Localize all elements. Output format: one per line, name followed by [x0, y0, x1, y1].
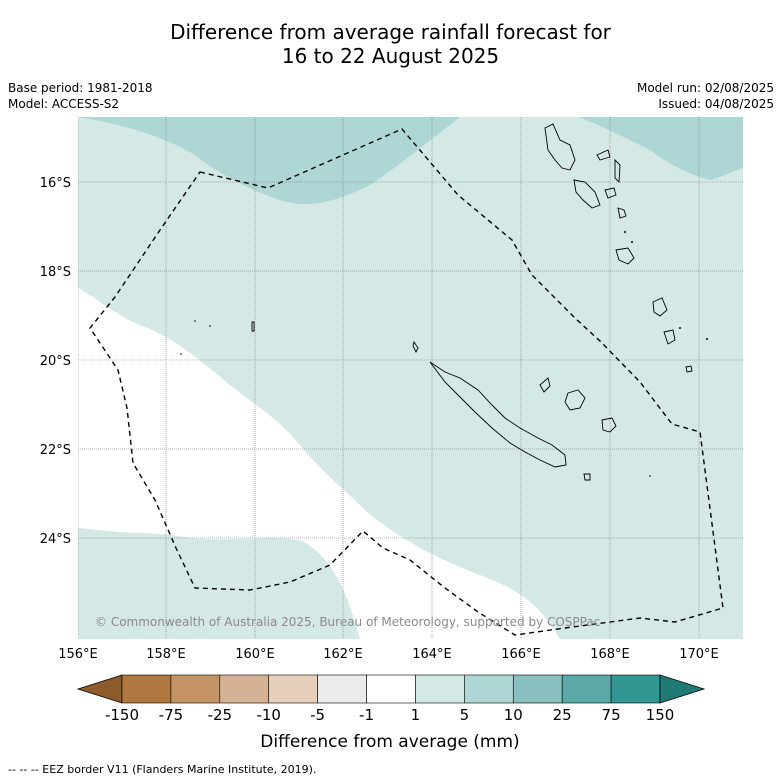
colorbar-box	[317, 674, 367, 704]
copyright-text: © Commonwealth of Australia 2025, Bureau…	[95, 615, 600, 629]
lat-label: 24°S	[40, 532, 71, 547]
title-line-2: 16 to 22 August 2025	[281, 44, 500, 68]
map-area	[78, 117, 743, 639]
lon-label: 160°E	[235, 647, 275, 662]
light-teal-bottom-left	[78, 528, 360, 639]
colorbar-box	[610, 674, 661, 704]
aneityum-island	[685, 365, 693, 373]
pentecost-island	[614, 158, 621, 184]
colorbar-tick-label: 5	[460, 706, 470, 724]
graticule	[78, 117, 743, 639]
chesterfield-islet	[251, 321, 255, 332]
colorbar-tick-label: -5	[310, 706, 325, 724]
ouvea-island	[539, 377, 551, 393]
lat-label: 16°S	[40, 176, 71, 191]
colorbar-tick-label: 1	[411, 706, 421, 724]
colorbar-title: Difference from average (mm)	[260, 732, 519, 752]
colorbar-extend-low	[76, 674, 123, 704]
colorbar-box	[561, 674, 612, 704]
colorbar-tick-label: 75	[602, 706, 621, 724]
colorbar: -150 -75 -25 -10 -5 -1 1 5 10 25 75 150	[76, 674, 706, 724]
belep-islands	[412, 340, 419, 354]
lon-label: 168°E	[590, 647, 630, 662]
mid-teal-top-right	[578, 117, 743, 180]
colorbar-extend-high	[659, 674, 706, 704]
issued-date: Issued: 04/08/2025	[658, 97, 774, 111]
lifou-island	[564, 389, 586, 411]
small-islets	[180, 231, 708, 477]
lon-label: 164°E	[412, 647, 452, 662]
title-line-1: Difference from average rainfall forecas…	[170, 20, 611, 44]
colorbar-tick-label: -150	[105, 706, 139, 724]
maewo-island	[596, 149, 611, 161]
colorbar-box	[512, 674, 563, 704]
colorbar-box	[366, 674, 416, 704]
tanna-island	[663, 329, 676, 345]
lat-label: 20°S	[40, 354, 71, 369]
eez-border	[89, 128, 724, 636]
new-caledonia-island	[429, 361, 567, 468]
colorbar-box	[464, 674, 514, 704]
lon-label: 162°E	[323, 647, 363, 662]
lat-label: 22°S	[40, 443, 71, 458]
white-region	[78, 288, 560, 639]
isle-of-pines	[583, 473, 591, 481]
model-run: Model run: 02/08/2025	[636, 81, 774, 95]
meta-left: Base period: 1981-2018 Model: ACCESS-S2	[8, 80, 153, 112]
erromango-island	[652, 297, 668, 317]
mare-island	[601, 417, 617, 433]
colorbar-box	[268, 674, 318, 704]
lon-label: 170°E	[679, 647, 719, 662]
malekula-island	[573, 179, 601, 209]
colorbar-box	[170, 674, 221, 704]
latitude-labels: 16°S 18°S 20°S 22°S 24°S	[40, 176, 71, 547]
meta-right: Model run: 02/08/2025 Issued: 04/08/2025	[637, 80, 774, 112]
colorbar-tick-label: 150	[646, 706, 675, 724]
colorbar-box	[219, 674, 270, 704]
colorbar-box	[415, 674, 465, 704]
ambrym-island	[604, 187, 617, 199]
colorbar-tick-label: -1	[359, 706, 374, 724]
lon-label: 166°E	[501, 647, 541, 662]
colorbar-box	[121, 674, 172, 704]
colorbar-tick-label: 10	[504, 706, 523, 724]
espiritu-santo-island	[544, 123, 576, 171]
epi-island	[617, 207, 627, 219]
colorbar-tick-label: -10	[256, 706, 281, 724]
colorbar-tick-label: -25	[208, 706, 233, 724]
lon-label: 156°E	[58, 647, 98, 662]
map-title: Difference from average rainfall forecas…	[0, 20, 781, 68]
colorbar-tick-label: -75	[159, 706, 184, 724]
lat-label: 18°S	[40, 265, 71, 280]
footnote: -- -- -- EEZ border V11 (Flanders Marine…	[8, 763, 317, 776]
lon-label: 158°E	[146, 647, 186, 662]
model-name: Model: ACCESS-S2	[8, 97, 120, 111]
longitude-labels: 156°E 158°E 160°E 162°E 164°E 166°E 168°…	[58, 647, 719, 662]
base-period: Base period: 1981-2018	[8, 81, 153, 95]
colorbar-tick-label: 25	[553, 706, 572, 724]
efate-island	[615, 247, 635, 265]
